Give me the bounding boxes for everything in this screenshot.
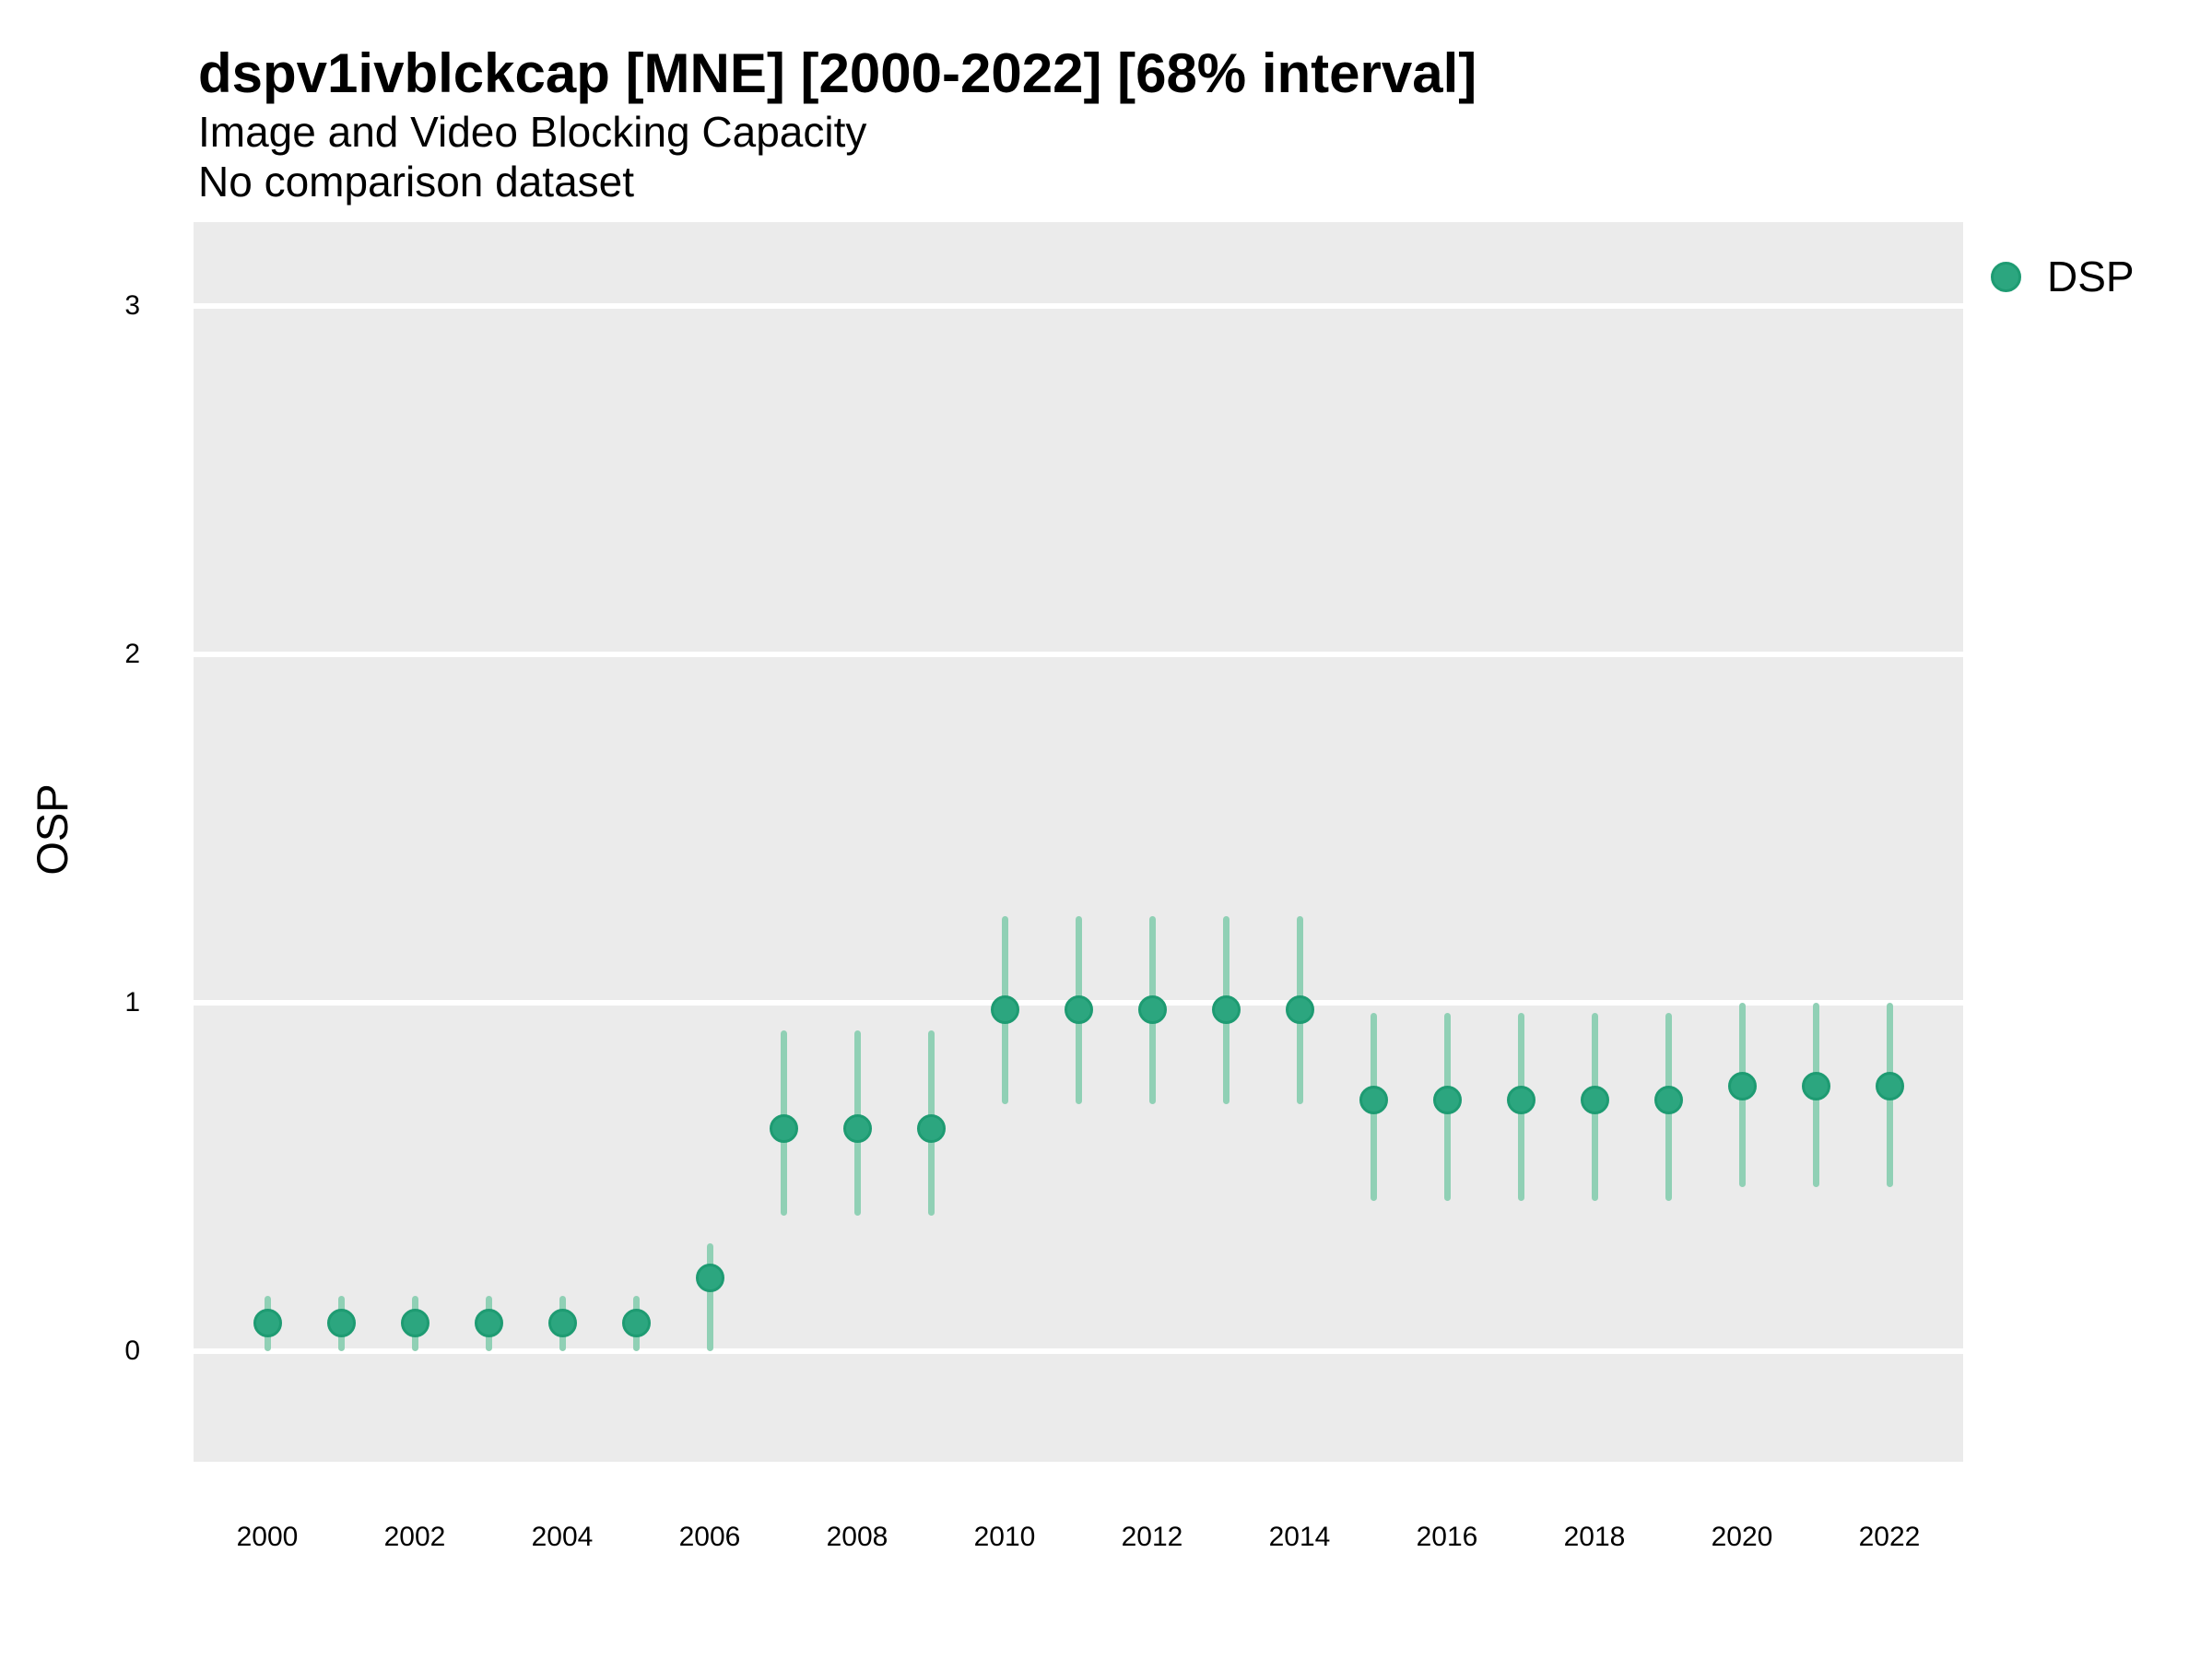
data-point-2020 [1727, 1072, 1757, 1101]
y-tick-label-0: 0 [124, 1335, 140, 1366]
chart-subtitle: Image and Video Blocking Capacity [198, 108, 867, 156]
data-point-2014 [1285, 995, 1314, 1025]
x-tick-label-2014: 2014 [1268, 1522, 1331, 1552]
data-point-2015 [1359, 1086, 1388, 1115]
data-point-2005 [621, 1309, 651, 1338]
x-tick-label-2020: 2020 [1711, 1522, 1773, 1552]
data-point-2012 [1137, 995, 1167, 1025]
data-point-2007 [769, 1113, 798, 1143]
page-title: dspv1ivblckcap [MNE] [2000-2022] [68% in… [198, 42, 1477, 104]
data-point-2016 [1432, 1086, 1462, 1115]
x-tick-label-2016: 2016 [1416, 1522, 1478, 1552]
x-tick-label-2008: 2008 [826, 1522, 888, 1552]
y-tick-label-1: 1 [124, 987, 140, 1018]
x-tick-label-2002: 2002 [383, 1522, 446, 1552]
data-point-2011 [1064, 995, 1093, 1025]
data-point-2022 [1875, 1072, 1904, 1101]
x-tick-label-2010: 2010 [973, 1522, 1036, 1552]
data-point-2003 [474, 1309, 503, 1338]
plot-panel [194, 222, 1963, 1462]
legend: DSP [1991, 253, 2135, 300]
data-point-2002 [400, 1309, 429, 1338]
data-point-2006 [695, 1264, 724, 1293]
data-point-2000 [253, 1309, 282, 1338]
data-point-2010 [990, 995, 1019, 1025]
data-point-2013 [1211, 995, 1241, 1025]
y-axis-title: OSP [28, 783, 76, 876]
chart-subtitle-note: No comparison dataset [198, 158, 635, 206]
y-tick-label-2: 2 [124, 639, 140, 669]
x-tick-label-2022: 2022 [1858, 1522, 1921, 1552]
interval-bar-2006 [706, 1242, 713, 1351]
x-tick-label-2018: 2018 [1563, 1522, 1626, 1552]
legend-key-dot [1991, 261, 2021, 292]
gridline-y-3 [194, 303, 1963, 309]
gridline-y-2 [194, 652, 1963, 657]
data-point-2017 [1506, 1086, 1535, 1115]
x-tick-label-2006: 2006 [678, 1522, 741, 1552]
legend-label: DSP [2047, 253, 2135, 300]
data-point-2004 [547, 1309, 577, 1338]
y-tick-label-3: 3 [124, 290, 140, 321]
x-tick-label-2004: 2004 [531, 1522, 594, 1552]
data-point-2019 [1653, 1086, 1683, 1115]
data-point-2001 [326, 1309, 356, 1338]
gridline-y-0 [194, 1348, 1963, 1354]
data-point-2009 [916, 1113, 946, 1143]
x-tick-label-2000: 2000 [236, 1522, 299, 1552]
data-point-2021 [1801, 1072, 1830, 1101]
data-point-2018 [1580, 1086, 1609, 1115]
x-tick-label-2012: 2012 [1121, 1522, 1183, 1552]
data-point-2008 [842, 1113, 872, 1143]
